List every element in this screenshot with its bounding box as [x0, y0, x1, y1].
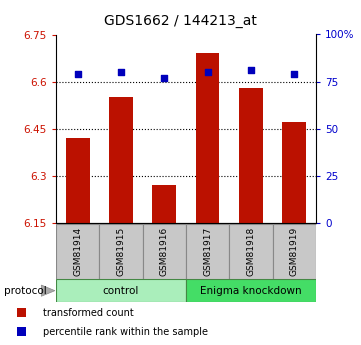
Bar	[273, 224, 316, 279]
Bar	[282, 122, 306, 223]
Text: GSM81919: GSM81919	[290, 227, 299, 276]
Bar	[229, 224, 273, 279]
Bar	[56, 224, 99, 279]
Text: GSM81916: GSM81916	[160, 227, 169, 276]
Bar	[196, 53, 219, 223]
Text: GSM81915: GSM81915	[117, 227, 125, 276]
Bar	[17, 327, 26, 335]
Bar	[143, 224, 186, 279]
Point	[75, 71, 81, 77]
Point	[161, 75, 167, 80]
Polygon shape	[41, 285, 55, 296]
Text: control: control	[103, 286, 139, 296]
Text: GSM81918: GSM81918	[247, 227, 255, 276]
Bar	[152, 185, 176, 223]
Text: GSM81917: GSM81917	[203, 227, 212, 276]
Text: Enigma knockdown: Enigma knockdown	[200, 286, 302, 296]
Bar	[186, 224, 229, 279]
Point	[205, 69, 210, 75]
Text: protocol: protocol	[4, 286, 46, 296]
Text: transformed count: transformed count	[43, 308, 134, 318]
Bar	[66, 138, 90, 223]
Text: percentile rank within the sample: percentile rank within the sample	[43, 327, 208, 337]
Text: GSM81914: GSM81914	[73, 227, 82, 276]
Bar	[17, 308, 26, 317]
Bar	[56, 279, 186, 302]
Bar	[99, 224, 143, 279]
Bar	[239, 88, 263, 223]
Bar	[109, 97, 133, 223]
Point	[291, 71, 297, 77]
Text: GDS1662 / 144213_at: GDS1662 / 144213_at	[104, 14, 257, 28]
Point	[118, 69, 124, 75]
Point	[248, 68, 254, 73]
Bar	[186, 279, 316, 302]
